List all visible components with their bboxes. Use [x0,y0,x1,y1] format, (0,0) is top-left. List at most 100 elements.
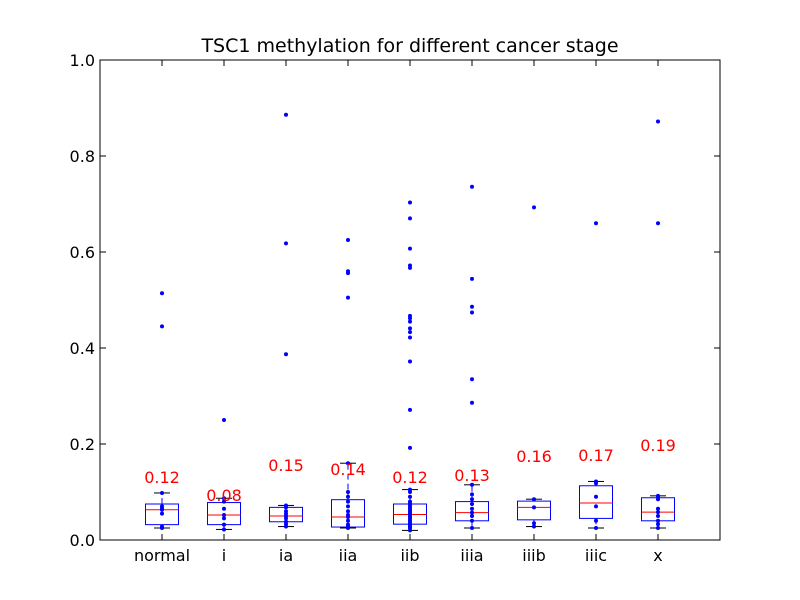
data-point [656,510,660,515]
data-point [222,499,226,504]
x-tick-label: iib [400,546,419,565]
data-point [470,482,474,487]
data-point [346,504,350,509]
outlier-point [408,326,412,331]
data-point [346,509,350,514]
data-point [656,526,660,530]
annotation-label: 0.19 [640,436,676,455]
outlier-point [408,330,412,335]
outlier-point [656,221,660,226]
box-group-iia: 0.14 [330,238,366,530]
annotation-label: 0.08 [206,486,242,505]
outlier-point [470,310,474,315]
annotation-label: 0.16 [516,447,552,466]
data-point [160,511,164,516]
annotation-label: 0.12 [144,468,180,487]
data-point [594,504,598,509]
outlier-point [408,319,412,324]
data-point [346,522,350,527]
x-tick-label: iiic [585,546,607,565]
data-point [470,514,474,518]
data-point [284,503,288,508]
data-point [346,494,350,499]
box-group-iiia: 0.13 [454,184,490,530]
box-group-iib: 0.12 [392,200,428,533]
data-point [656,506,660,511]
outlier-point [532,205,536,210]
box-group-i: 0.08 [206,418,242,532]
outlier-point [408,359,412,364]
axes: normal i ia iia iib iiia iiib iiic x0.00.20.40.6… [70,51,720,565]
x-tick-label: iiib [522,546,546,565]
data-point [408,494,412,499]
box-group-normal: 0.12 [144,291,180,530]
data-point [532,497,536,502]
y-tick-label: 0.6 [70,243,95,262]
data-point [346,513,350,518]
outlier-point [346,269,350,274]
outlier-point [408,407,412,412]
annotation-label: 0.12 [392,468,428,487]
x-tick-label: x [653,546,662,565]
outlier-point [470,304,474,309]
data-point [346,499,350,504]
outlier-point [470,184,474,189]
outlier-point [408,216,412,221]
outlier-point [346,238,350,242]
data-point [346,518,350,523]
data-point [222,516,226,521]
outlier-point [408,445,412,450]
annotation-label: 0.17 [578,446,614,465]
data-point [222,506,226,511]
outlier-point [284,112,288,117]
data-point [656,518,660,523]
x-tick-label: iia [339,546,358,565]
x-tick-label: ia [279,546,293,565]
y-tick-label: 1.0 [70,51,95,70]
outlier-point [284,241,288,246]
data-point [222,513,226,518]
outlier-point [408,313,412,318]
box-group-x: 0.19 [640,119,676,530]
data-point [346,461,350,466]
data-point [346,490,350,494]
data-point [222,522,226,527]
data-point [532,505,536,510]
outlier-point [470,377,474,382]
data-point [222,527,226,532]
x-tick-label: iiia [460,546,483,565]
chart-title: TSC1 methylation for different cancer st… [200,35,618,57]
data-point [160,504,164,509]
data-point [222,496,226,501]
outlier-point [346,295,350,300]
outlier-point [222,418,226,422]
data-point [284,509,288,514]
data-point [470,506,474,511]
data-point [656,514,660,518]
data-point [594,479,598,484]
y-tick-label: 0.4 [70,339,95,358]
data-point [470,502,474,506]
box-group-ia: 0.15 [268,112,304,529]
box-group-iiic: 0.17 [578,221,614,530]
data-point [532,521,536,526]
data-point [532,524,536,529]
plot-area: 0.12 0.08 0.15 0.14 0.12 0.13 0.16 0.17 0.19 [144,112,676,533]
data-point [470,510,474,515]
outlier-point [656,119,660,124]
outlier-point [408,246,412,251]
y-tick-label: 0.8 [70,147,95,166]
data-point [470,497,474,502]
data-point [656,522,660,527]
annotation-label: 0.14 [330,460,366,479]
y-tick-label: 0.0 [70,531,95,550]
outlier-point [284,352,288,357]
data-point [284,519,288,524]
outlier-point [594,221,598,226]
box-group-iiib: 0.16 [516,205,552,529]
outlier-point [408,200,412,205]
data-point [160,524,164,529]
x-tick-label: normal [134,546,190,565]
